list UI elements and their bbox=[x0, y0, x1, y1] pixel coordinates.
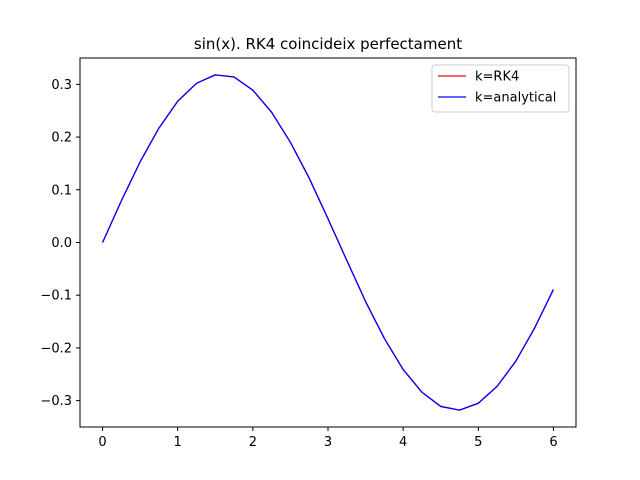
series-line-k-analytical bbox=[101, 74, 555, 411]
legend: k=RK4 k=analytical bbox=[431, 64, 570, 113]
x-tick-label: 4 bbox=[399, 435, 407, 450]
plot-series bbox=[101, 74, 555, 411]
y-tick-label: −0.1 bbox=[40, 289, 72, 304]
x-tick-label: 1 bbox=[174, 435, 182, 450]
y-tick-label: 0.3 bbox=[51, 78, 72, 93]
y-tick-label: 0.1 bbox=[51, 183, 72, 198]
y-tick-label: −0.2 bbox=[40, 341, 72, 356]
x-tick-label: 0 bbox=[98, 435, 106, 450]
y-tick-label: 0.0 bbox=[51, 236, 72, 251]
x-tick-label: 2 bbox=[249, 435, 257, 450]
x-axis: 0 1 2 3 4 5 6 bbox=[98, 427, 558, 450]
x-tick-label: 3 bbox=[324, 435, 332, 450]
legend-box bbox=[431, 64, 570, 113]
y-tick-label: 0.2 bbox=[51, 131, 72, 146]
legend-label-analytical: k=analytical bbox=[475, 91, 556, 106]
y-tick-label: −0.3 bbox=[40, 394, 72, 409]
x-tick-label: 6 bbox=[549, 435, 557, 450]
chart-title: sin(x). RK4 coincideix perfectament bbox=[194, 35, 462, 53]
x-tick-label: 5 bbox=[474, 435, 482, 450]
y-axis: −0.3 −0.2 −0.1 0.0 0.1 0.2 0.3 bbox=[40, 78, 80, 409]
legend-label-rk4: k=RK4 bbox=[475, 70, 519, 85]
